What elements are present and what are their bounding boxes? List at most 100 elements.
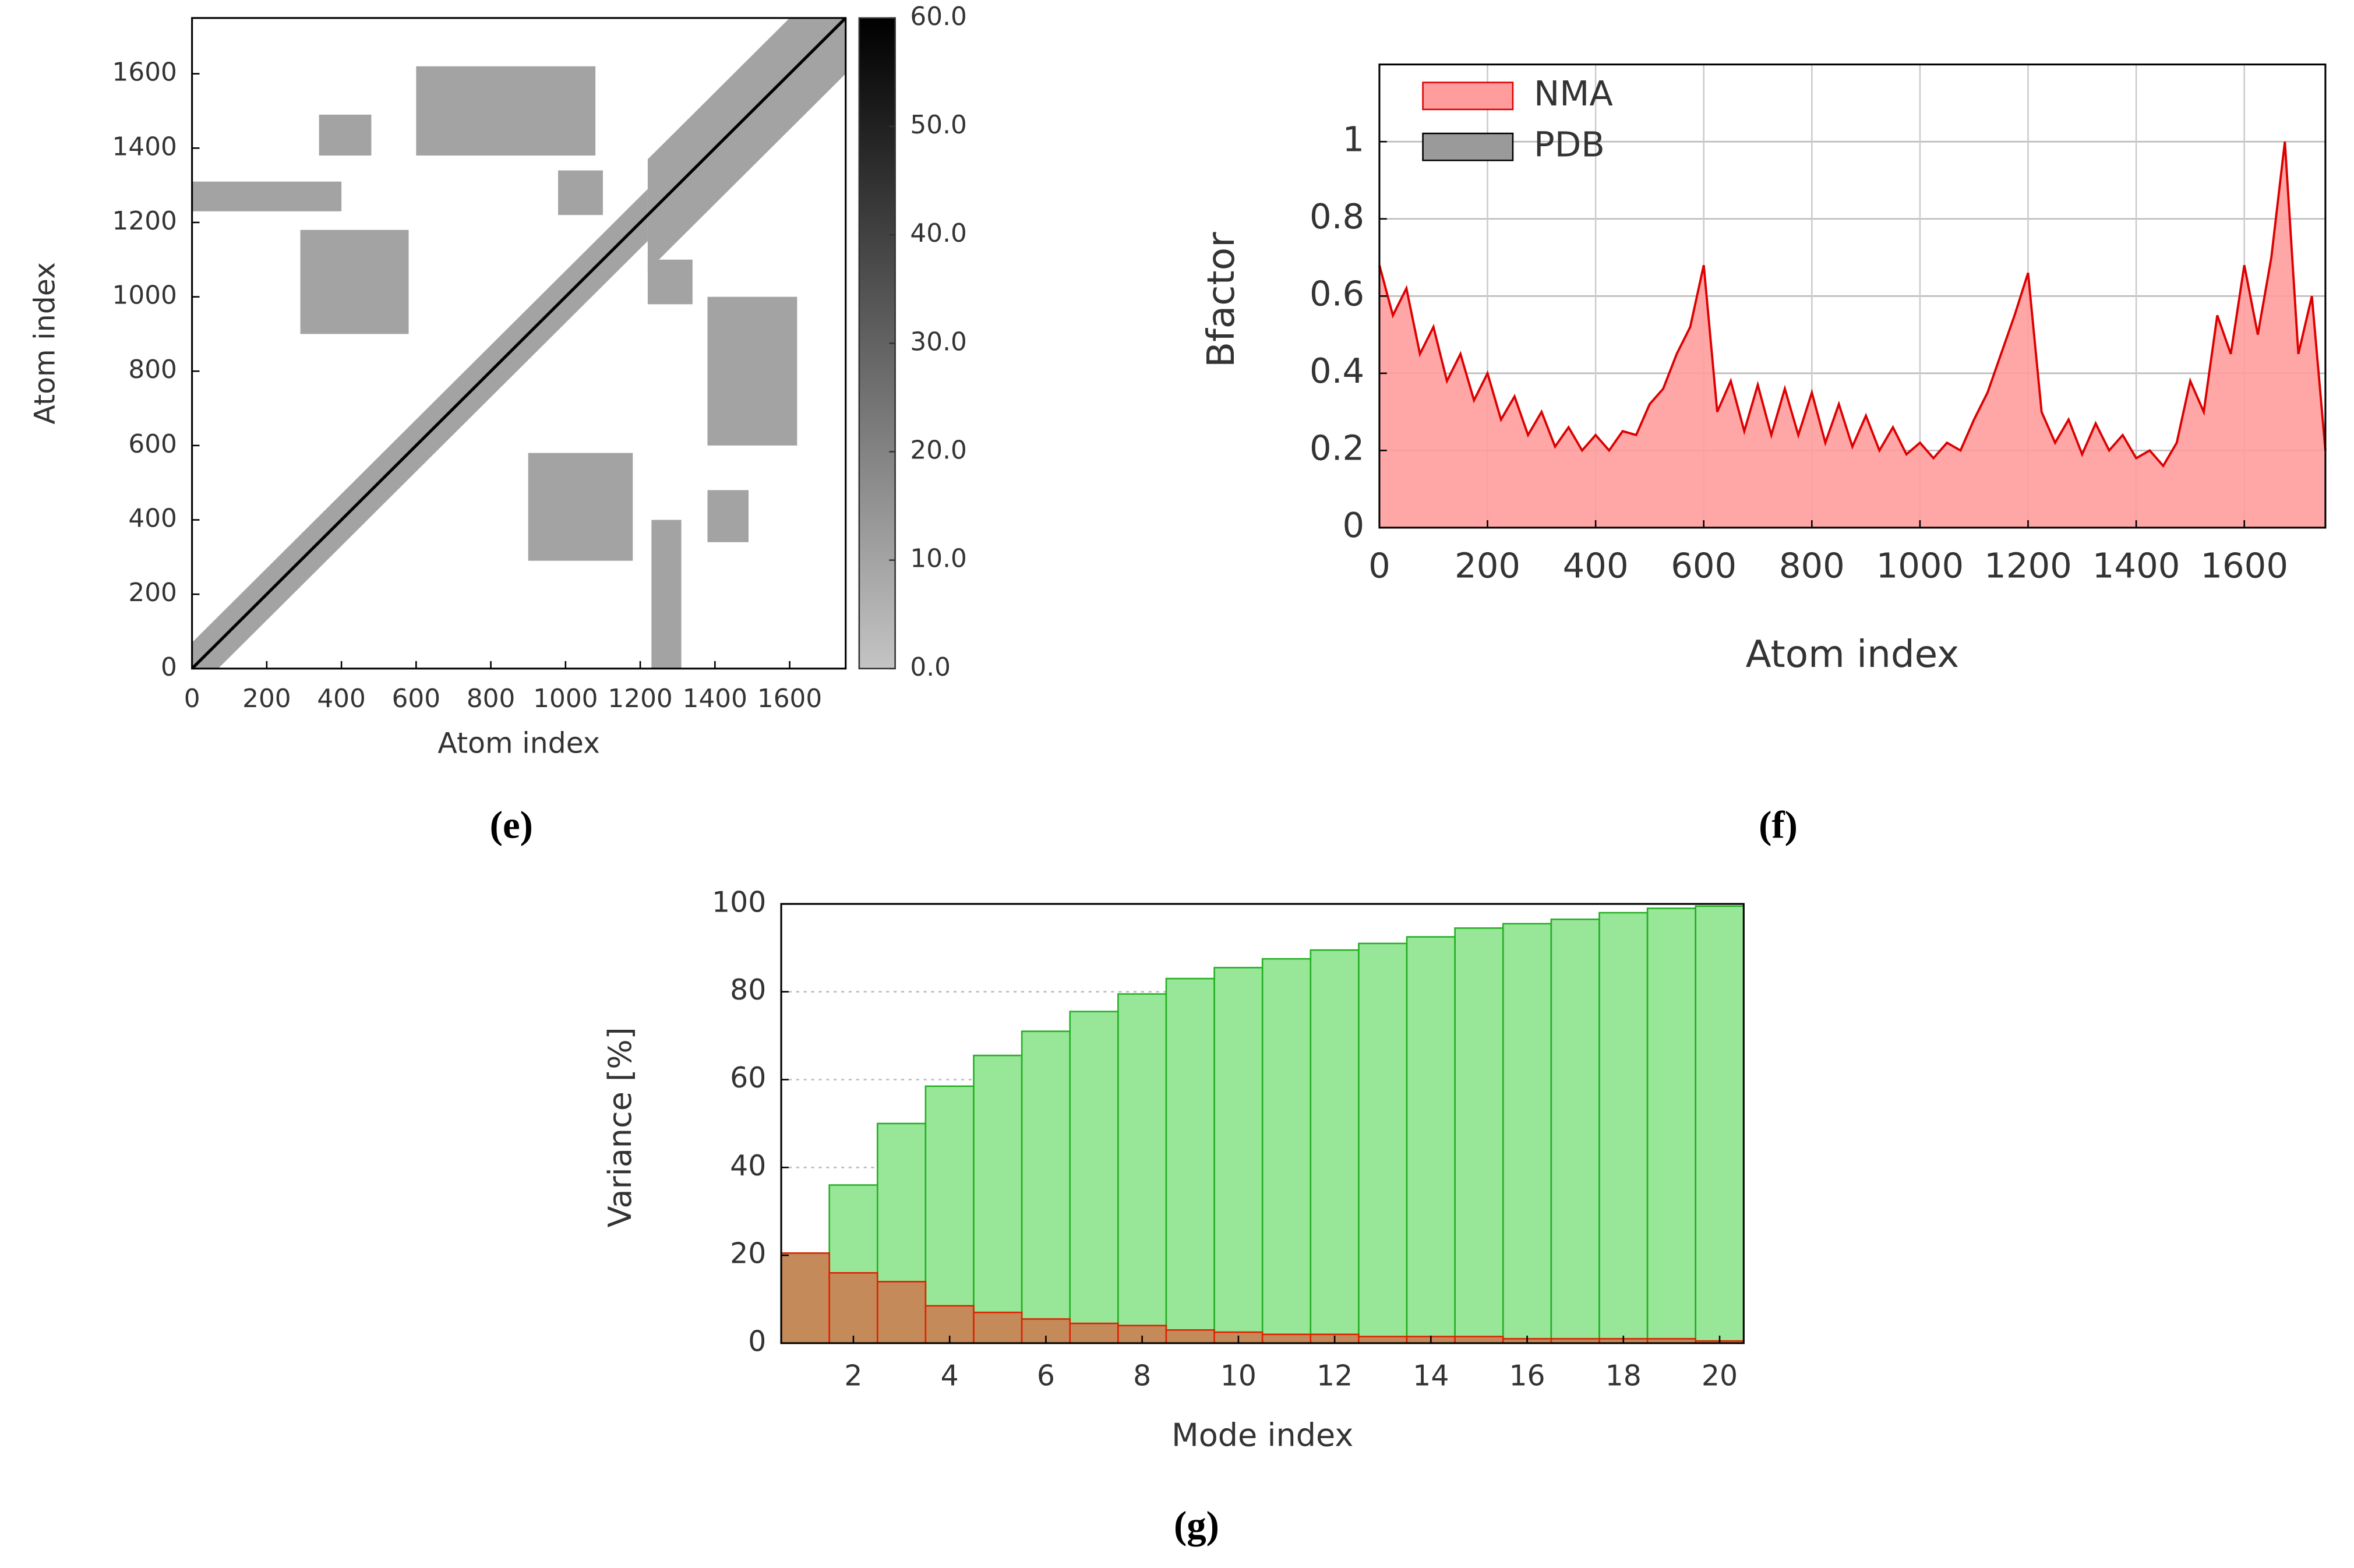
bar — [924, 1085, 975, 1344]
bar — [973, 1311, 1023, 1344]
x-tick-label: 8 — [1133, 1359, 1151, 1393]
x-tick-label: 2 — [844, 1359, 862, 1393]
map — [192, 17, 846, 669]
bar — [828, 1272, 878, 1344]
x-tick-label: 6 — [1037, 1359, 1055, 1393]
y-tick-label: 600 — [128, 429, 177, 459]
bar — [1358, 942, 1408, 1344]
plot-frame — [191, 17, 847, 670]
y-tick-label: 400 — [128, 504, 177, 534]
x-tick-label: 10 — [1220, 1359, 1257, 1393]
panel: (g) 2 4 6 8 10 12 14 16 18 20 0 20 40 60 80 100 Mode inde… — [602, 885, 1745, 1546]
x-tick-label: 200 — [242, 684, 291, 714]
x-tick-label: 600 — [1671, 546, 1737, 586]
bar — [1598, 912, 1649, 1344]
colorbar-tick-label: 60.0 — [910, 2, 966, 31]
x-tick-label: 800 — [467, 684, 516, 714]
bar — [1117, 993, 1167, 1344]
x-axis-label: Atom index — [437, 727, 600, 760]
bar — [1646, 907, 1696, 1344]
y-tick-label: 80 — [730, 973, 766, 1007]
y-tick-label: 60 — [730, 1061, 766, 1094]
colorbar-tick-label: 0.0 — [910, 652, 951, 682]
x-tick-label: 1000 — [1876, 546, 1964, 586]
y-tick-label: 0.8 — [1310, 196, 1364, 236]
panel-label: (g) — [1174, 1503, 1219, 1546]
x-tick-label: 1200 — [1984, 546, 2072, 586]
x-tick-label: 14 — [1413, 1359, 1449, 1393]
bar — [1502, 923, 1552, 1344]
bar — [1406, 936, 1456, 1344]
bar — [1358, 1336, 1408, 1344]
bar — [1213, 966, 1264, 1344]
y-tick-label: 40 — [730, 1149, 766, 1182]
line — [1378, 141, 2327, 468]
bar — [1069, 1322, 1119, 1344]
x-tick-label: 0 — [1368, 546, 1390, 586]
colorbar-tick-label: 30.0 — [910, 327, 966, 356]
y-axis-label: Bfactor — [1199, 232, 1243, 368]
y-tick-label: 0 — [1343, 505, 1365, 545]
y-tick-label: 20 — [730, 1237, 766, 1270]
x-tick-label: 4 — [941, 1359, 959, 1393]
bar — [1550, 918, 1600, 1344]
y-axis-label: Atom index — [28, 262, 61, 425]
x-axis-label: Mode index — [1171, 1417, 1353, 1454]
y-tick-label: 0 — [161, 652, 177, 682]
legend-label: NMA — [1534, 73, 1613, 114]
y-tick-label: 1200 — [112, 206, 177, 236]
diagonal — [192, 17, 846, 669]
bar — [1069, 1011, 1119, 1344]
x-tick-label: 16 — [1509, 1359, 1545, 1393]
contact-band — [647, 17, 846, 271]
bar — [1310, 949, 1360, 1344]
bar — [1021, 1030, 1071, 1344]
panel-label: (e) — [490, 804, 533, 847]
y-tick-label: 200 — [128, 578, 177, 608]
legend-label: PDB — [1534, 124, 1605, 164]
legend-swatch — [1422, 82, 1514, 111]
contact-block — [416, 66, 596, 156]
x-tick-label: 1600 — [2200, 546, 2288, 586]
panel: (f) NMA PDB 0 200 400 600 800 1000 1200 1400 1600 0 0… — [1199, 63, 2327, 847]
legend-swatch — [1422, 132, 1514, 161]
y-tick-label: 1 — [1343, 119, 1365, 159]
y-tick-label: 0.4 — [1310, 351, 1364, 391]
bar — [780, 1252, 830, 1344]
colorbar-tick-label: 10.0 — [910, 544, 966, 574]
x-tick-label: 1400 — [683, 684, 747, 714]
x-axis-label: Atom index — [1746, 633, 1960, 676]
x-tick-label: 0 — [184, 684, 200, 714]
bar — [1165, 1329, 1215, 1344]
x-tick-label: 20 — [1702, 1359, 1738, 1393]
x-tick-label: 12 — [1317, 1359, 1353, 1393]
bar — [1454, 927, 1504, 1344]
panel: (e) 0.0 10.0 20.0 30.0 40.0 50.0 60.0 0 200 400 600… — [28, 2, 966, 847]
area — [1379, 142, 2325, 528]
y-tick-label: 1600 — [112, 58, 177, 87]
x-tick-label: 1200 — [608, 684, 672, 714]
contact-block — [558, 170, 603, 216]
contact-block — [300, 229, 409, 334]
contact-block — [192, 181, 342, 211]
bar — [1695, 905, 1745, 1344]
panel-label: (f) — [1759, 804, 1798, 847]
contact-block — [647, 259, 693, 305]
x-tick-label: 1600 — [757, 684, 822, 714]
contact-block — [707, 296, 797, 446]
y-tick-label: 0.2 — [1310, 428, 1364, 468]
contact-block — [651, 520, 682, 669]
y-tick-label: 1000 — [112, 281, 177, 310]
x-tick-label: 800 — [1779, 546, 1845, 586]
contact-band — [192, 189, 648, 669]
bar — [1165, 977, 1215, 1344]
x-tick-label: 600 — [392, 684, 441, 714]
x-tick-label: 400 — [317, 684, 366, 714]
x-tick-label: 400 — [1563, 546, 1629, 586]
y-tick-label: 1400 — [112, 132, 177, 161]
colorbar-tick-label: 40.0 — [910, 218, 966, 248]
x-tick-label: 200 — [1455, 546, 1520, 586]
colorbar-tick-label: 20.0 — [910, 436, 966, 465]
